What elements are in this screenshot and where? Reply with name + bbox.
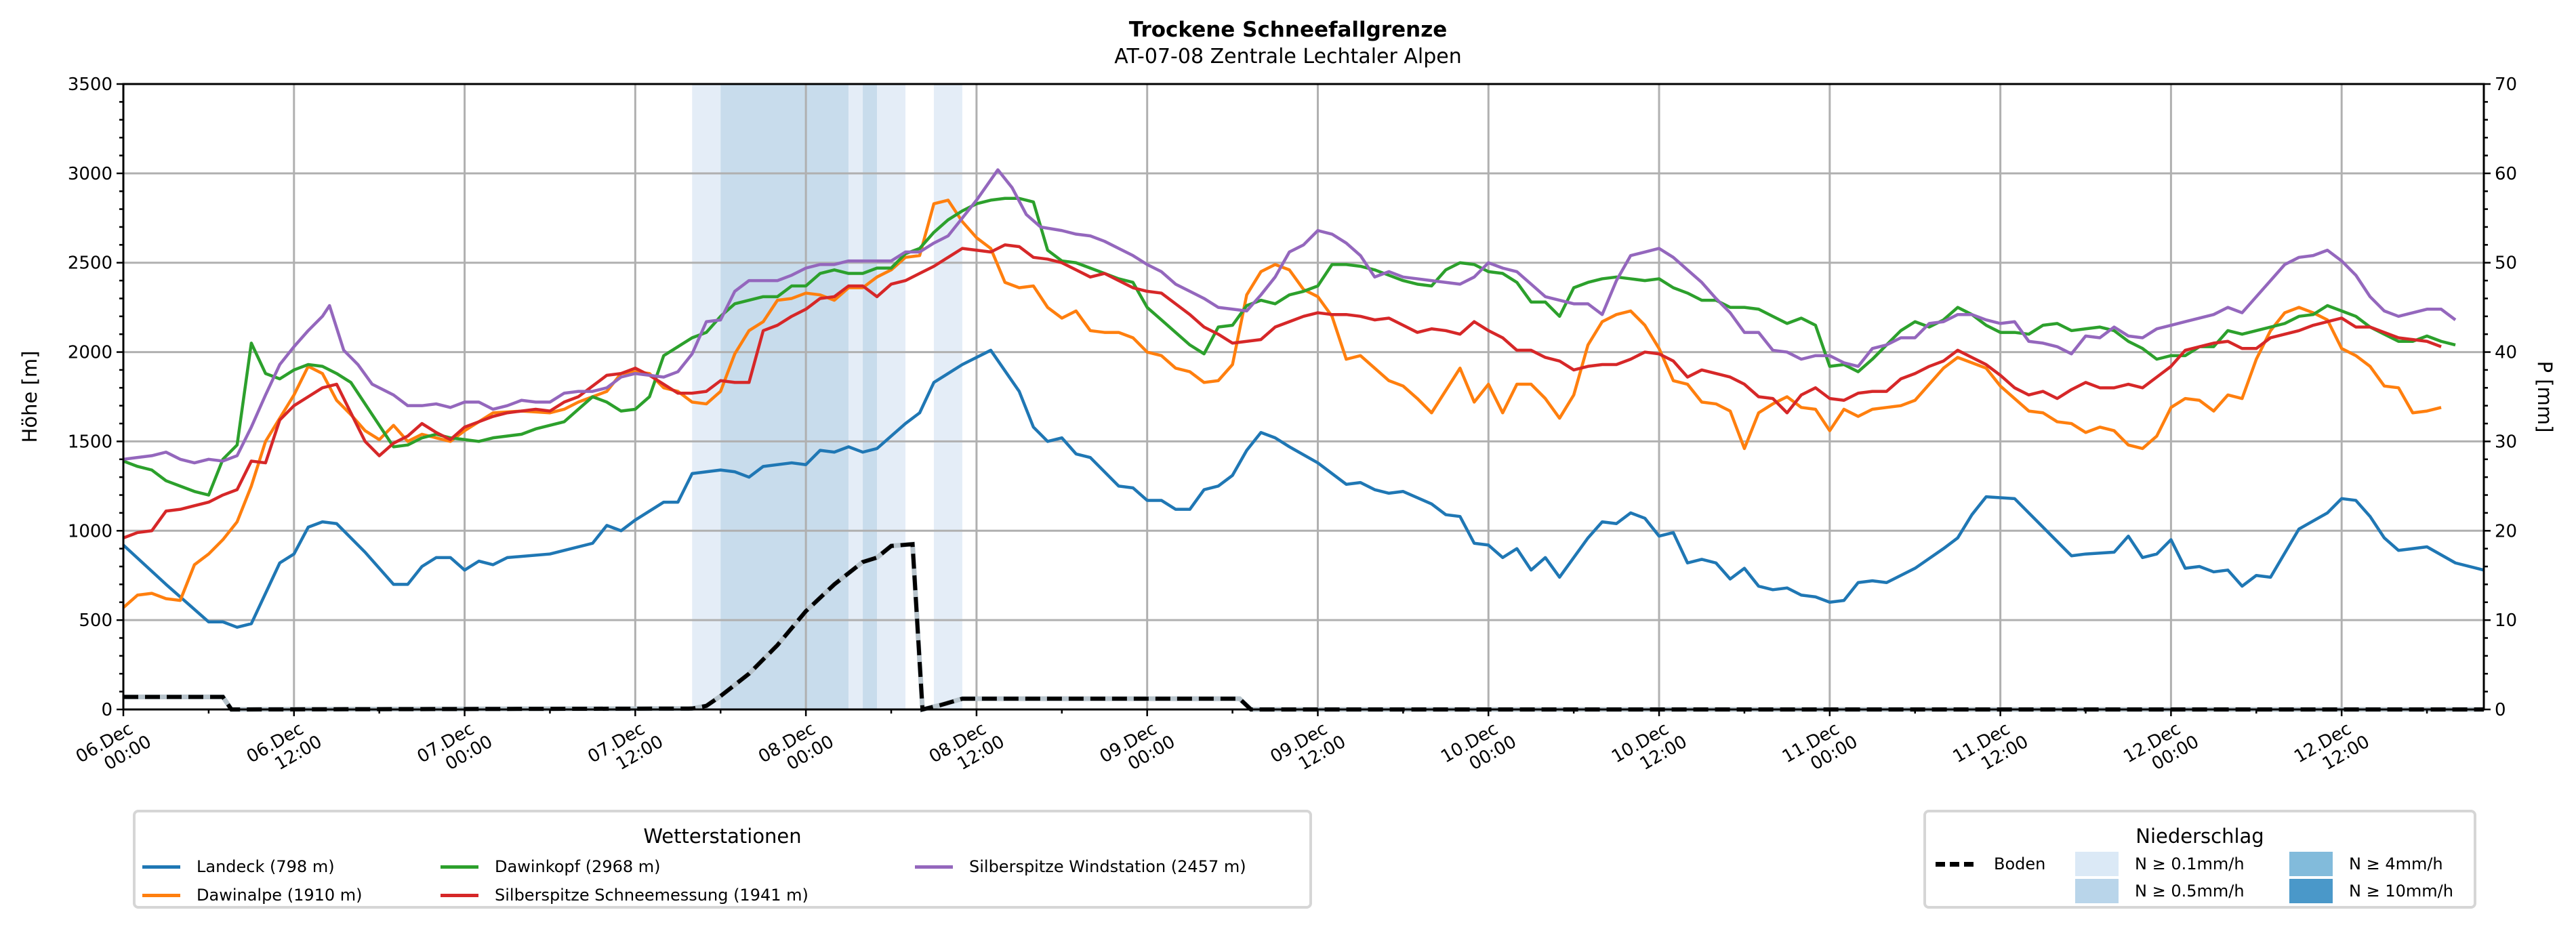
y-tick-label: 1000 [68,521,113,541]
legend-swatch-dashed [1936,861,1974,867]
legend-item-n05: N ≥ 0.5mm/h [2075,879,2245,903]
legend-label: N ≥ 0.1mm/h [2135,854,2245,873]
precip-band [877,84,906,709]
legend-item-dawinalpe: Dawinalpe (1910 m) [142,886,363,905]
y-tick-label: 2500 [68,253,113,274]
y-tick-label: 2000 [68,343,113,363]
legend-swatch [142,893,180,897]
plot-frame [122,83,2485,711]
legend-item-schneemessung: Silberspitze Schneemessung (1941 m) [441,886,809,905]
legend-swatch [142,865,180,869]
y2-tick-label: 10 [2495,611,2517,631]
y2-tick-label: 40 [2495,343,2517,363]
legend-swatch [2075,879,2119,903]
chart-title: Trockene Schneefallgrenze [1128,18,1448,42]
legend-stations-title: Wetterstationen [643,825,802,848]
legend-swatch [915,865,953,869]
y2-tick-label: 20 [2495,521,2517,541]
boden-line-halo [123,541,2484,713]
y2-tick-label: 70 [2495,75,2517,95]
y2-tick-label: 30 [2495,432,2517,452]
legend-precipitation: Niederschlag Boden N ≥ 0.1mm/h N ≥ 4mm/h… [1923,810,2476,909]
legend-item-boden: Boden [1936,854,2045,873]
y-tick-label: 500 [79,611,113,631]
y-tick-label: 3500 [68,75,113,95]
precip-band [863,84,878,709]
chart-subtitle: AT-07-08 Zentrale Lechtaler Alpen [1114,45,1462,68]
legend-label: Dawinalpe (1910 m) [197,886,363,905]
y-axis-label: Höhe [m] [18,351,41,443]
boden-precip-line [123,541,2484,712]
legend-swatch [2289,879,2333,903]
y-tick-label: 1500 [68,432,113,452]
legend-swatch [2289,852,2333,876]
legend-item-n4: N ≥ 4mm/h [2289,852,2443,876]
y-tick-label: 0 [101,700,113,720]
series-line-0 [122,348,2485,629]
series-line-4 [123,168,2457,465]
y2-axis-label: P [mm] [2533,361,2556,433]
legend-label: Silberspitze Schneemessung (1941 m) [495,886,809,905]
legend-label: Silberspitze Windstation (2457 m) [969,857,1246,876]
legend-precip-title: Niederschlag [2135,825,2264,848]
precip-band [720,84,849,709]
legend-item-dawinkopf: Dawinkopf (2968 m) [441,857,661,876]
legend-swatch [441,893,478,897]
legend-label: N ≥ 4mm/h [2349,854,2443,873]
legend-label: Dawinkopf (2968 m) [495,857,661,876]
y2-tick-label: 0 [2495,700,2506,720]
legend-label: N ≥ 10mm/h [2349,882,2453,901]
y-tick-label: 3000 [68,164,113,184]
legend-label: Boden [1994,854,2046,873]
series-line-2 [123,197,2456,497]
precip-band [849,84,863,709]
series-line-1 [122,199,2442,609]
y2-tick-label: 60 [2495,164,2517,184]
legend-swatch [2075,852,2119,876]
y2-tick-label: 50 [2495,253,2517,274]
legend-label: Landeck (798 m) [197,857,335,876]
legend-item-windstation: Silberspitze Windstation (2457 m) [915,857,1246,876]
series-line-3 [123,243,2442,539]
legend-stations: Wetterstationen Landeck (798 m) Dawinkop… [133,810,1312,909]
precip-band [933,84,962,709]
legend-item-landeck: Landeck (798 m) [142,857,335,876]
legend-label: N ≥ 0.5mm/h [2135,882,2245,901]
legend-swatch [441,865,478,869]
legend-item-n01: N ≥ 0.1mm/h [2075,852,2245,876]
legend-item-n10: N ≥ 10mm/h [2289,879,2453,903]
